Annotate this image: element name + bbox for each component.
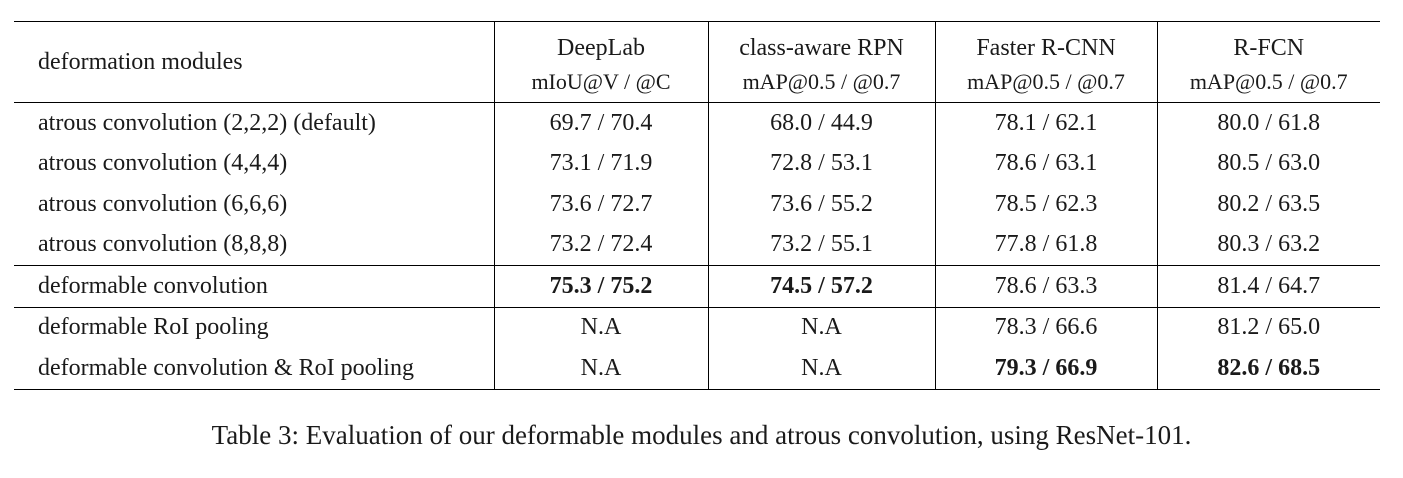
table-cell: N.A: [708, 348, 936, 390]
header-col-rfcn: R-FCN: [1157, 21, 1380, 62]
table-header: deformation modules DeepLab class-aware …: [14, 21, 1380, 103]
row-label: atrous convolution (4,4,4): [14, 143, 495, 184]
table-cell: 78.6 / 63.3: [935, 265, 1158, 307]
table-cell: 75.3 / 75.2: [494, 265, 709, 307]
table-cell: 80.5 / 63.0: [1217, 150, 1321, 177]
table-cell: 80.2 / 63.5: [1217, 190, 1321, 217]
table-cell: 80.0 / 61.8: [1157, 102, 1380, 144]
table-row: atrous convolution (6,6,6) 73.6 / 72.7 73.…: [14, 184, 1380, 225]
table-cell: 78.3 / 66.6: [935, 306, 1158, 348]
header-metric-deeplab: mIoU@V / @C: [494, 62, 709, 103]
table-cell: 69.7 / 70.4: [494, 102, 709, 144]
row-label: atrous convolution (2,2,2) (default): [14, 102, 495, 144]
table-body: atrous convolution (2,2,2) (default) 69.7…: [14, 102, 1380, 390]
header-col-faster-rcnn: Faster R-CNN: [935, 21, 1158, 62]
header-metric-faster-rcnn: mAP@0.5 / @0.7: [935, 62, 1158, 103]
table-cell: 81.4 / 64.7: [1157, 265, 1380, 307]
table-cell: 79.3 / 66.9: [935, 348, 1158, 390]
table-row: atrous convolution (4,4,4) 73.1 / 71.9 72.…: [14, 143, 1380, 184]
table-cell: 82.6 / 68.5: [1157, 348, 1380, 390]
table-cell: 73.1 / 71.9: [494, 143, 709, 184]
row-label: deformable convolution: [14, 265, 495, 307]
table-cell: N.A: [494, 306, 709, 348]
table-caption: Table 3: Evaluation of our deformable mo…: [211, 420, 1192, 450]
table-cell: 78.5 / 62.3: [935, 184, 1158, 225]
table-row: deformable convolution 75.3 / 75.2 74.5 / …: [14, 265, 1380, 307]
row-label: atrous convolution (6,6,6): [14, 184, 495, 225]
table-cell: 80.3 / 63.2: [1217, 231, 1321, 258]
table-cell: 78.1 / 62.1: [935, 102, 1158, 144]
table-row: deformable convolution & RoI pooling N.A N…: [14, 348, 1380, 390]
header-col-class-aware-rpn: class-aware RPN: [708, 21, 936, 62]
table-row: atrous convolution (8,8,8) 73.2 / 72.4 73.…: [14, 224, 1380, 266]
table-cell: N.A: [494, 348, 709, 390]
header-row-names: deformation modules DeepLab class-aware …: [14, 21, 1380, 103]
table-cell: 73.2 / 55.1: [708, 224, 936, 266]
table-cell: 68.0 / 44.9: [708, 102, 936, 144]
row-label: deformable convolution & RoI pooling: [14, 348, 495, 390]
table-cell: 77.8 / 61.8: [935, 224, 1158, 266]
table-cell: N.A: [708, 306, 936, 348]
results-table: deformation modules DeepLab class-aware …: [14, 21, 1380, 390]
row-label: atrous convolution (8,8,8): [14, 224, 495, 266]
header-metric-class-aware-rpn: mAP@0.5 / @0.7: [708, 62, 936, 103]
header-col-deeplab: DeepLab: [494, 21, 709, 62]
header-row-metrics: mIoU@V / @C mAP@0.5 / @0.7 mAP@0.5 / @0.…: [14, 62, 1380, 103]
header-row-label: deformation modules: [14, 21, 495, 103]
table-cell: 78.6 / 63.1: [935, 143, 1158, 184]
table-cell: 73.6 / 72.7: [494, 184, 709, 225]
header-metric-rfcn: mAP@0.5 / @0.7: [1189, 69, 1348, 94]
table-row: atrous convolution (2,2,2) (default) 69.7…: [14, 102, 1380, 144]
table-cell: 73.2 / 72.4: [494, 224, 709, 266]
table-cell: 74.5 / 57.2: [708, 265, 936, 307]
table-cell: 73.6 / 55.2: [708, 184, 936, 225]
results-table-container: deformation modules DeepLab class-aware …: [14, 21, 1380, 390]
table-row: deformable RoI pooling N.A N.A 78.3 / 66.6 8…: [14, 306, 1380, 348]
table-cell: 72.8 / 53.1: [708, 143, 936, 184]
table-cell: 81.2 / 65.0: [1157, 306, 1380, 348]
row-label: deformable RoI pooling: [14, 306, 495, 348]
